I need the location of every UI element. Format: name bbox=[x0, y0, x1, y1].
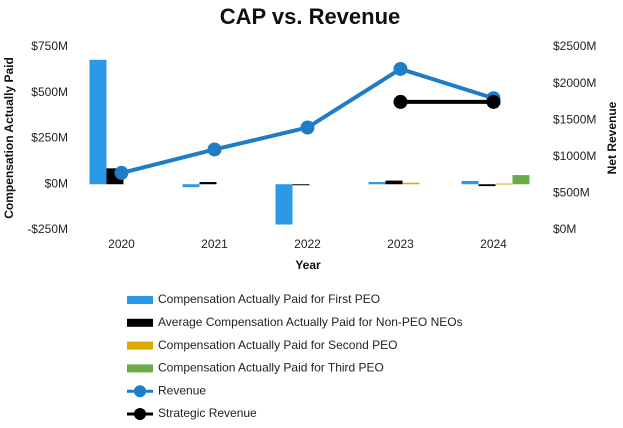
line-marker bbox=[300, 120, 315, 135]
line-marker bbox=[114, 165, 129, 180]
legend-marker bbox=[134, 408, 146, 420]
bar bbox=[512, 175, 530, 185]
legend-label: Compensation Actually Paid for First PEO bbox=[158, 292, 380, 306]
bar bbox=[182, 184, 200, 188]
legend-swatch bbox=[127, 318, 153, 327]
legend-swatch bbox=[127, 364, 153, 373]
bar bbox=[461, 180, 479, 185]
bar bbox=[402, 182, 420, 185]
x-tick-label: 2022 bbox=[294, 237, 321, 251]
x-tick-label: 2023 bbox=[387, 237, 414, 251]
bar bbox=[89, 59, 107, 185]
line-marker bbox=[207, 142, 222, 157]
y-tick-label: $250M bbox=[31, 131, 68, 145]
y2-tick-label: $2000M bbox=[553, 76, 596, 90]
y-tick-label: $0M bbox=[45, 176, 68, 190]
y2-tick-label: $2500M bbox=[553, 39, 596, 53]
bar bbox=[385, 180, 403, 185]
y2-tick-label: $1500M bbox=[553, 112, 596, 126]
bar bbox=[292, 184, 310, 186]
legend-swatch bbox=[127, 341, 153, 350]
y-axis-title: Compensation Actually Paid bbox=[2, 57, 16, 219]
x-tick-label: 2021 bbox=[201, 237, 228, 251]
legend-label: Revenue bbox=[158, 383, 206, 397]
y-tick-label: $750M bbox=[31, 39, 68, 53]
line-marker bbox=[486, 94, 501, 109]
bar bbox=[275, 184, 293, 225]
y2-tick-label: $1000M bbox=[553, 149, 596, 163]
legend-label: Compensation Actually Paid for Third PEO bbox=[158, 361, 384, 375]
bar bbox=[478, 184, 496, 187]
y2-axis-title: Net Revenue bbox=[605, 101, 619, 174]
line-marker bbox=[393, 61, 408, 76]
legend-swatch bbox=[127, 296, 153, 304]
x-axis-title: Year bbox=[295, 258, 321, 272]
x-tick-label: 2024 bbox=[480, 237, 507, 251]
line-marker bbox=[393, 94, 408, 109]
y-tick-label: -$250M bbox=[27, 222, 68, 236]
y2-tick-label: $500M bbox=[553, 186, 590, 200]
legend-label: Strategic Revenue bbox=[158, 406, 257, 420]
legend-label: Average Compensation Actually Paid for N… bbox=[158, 315, 463, 329]
bar bbox=[495, 183, 513, 185]
y-tick-label: $500M bbox=[31, 85, 68, 99]
legend-marker bbox=[134, 385, 146, 398]
chart-title: CAP vs. Revenue bbox=[220, 4, 401, 29]
x-tick-label: 2020 bbox=[108, 237, 135, 251]
y2-tick-label: $0M bbox=[553, 222, 576, 236]
bar bbox=[368, 182, 386, 185]
legend-label: Compensation Actually Paid for Second PE… bbox=[158, 338, 397, 352]
bar bbox=[199, 182, 217, 185]
